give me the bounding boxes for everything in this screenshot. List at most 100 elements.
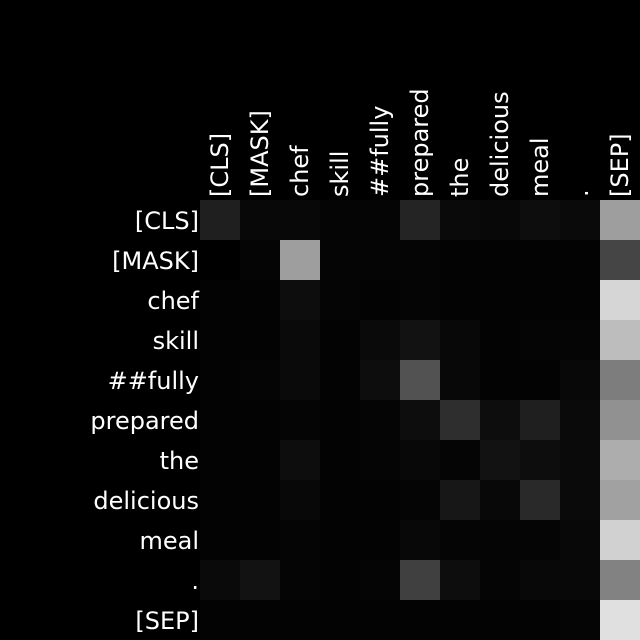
heatmap-cell	[360, 600, 400, 640]
heatmap-cell	[440, 400, 480, 440]
heatmap-cell	[440, 200, 480, 240]
heatmap-cell	[240, 560, 280, 600]
heatmap-cell	[360, 400, 400, 440]
heatmap-cell	[560, 320, 600, 360]
heatmap-cell	[520, 440, 560, 480]
heatmap-cell	[200, 520, 240, 560]
heatmap-cell	[320, 560, 360, 600]
x-tick-label: delicious	[486, 91, 514, 197]
heatmap-cell	[240, 520, 280, 560]
y-tick-label: .	[191, 567, 199, 595]
heatmap-cell	[320, 320, 360, 360]
y-tick-label: delicious	[93, 487, 199, 515]
y-tick-label: [SEP]	[135, 607, 199, 635]
heatmap-cell	[320, 440, 360, 480]
heatmap-cell	[440, 600, 480, 640]
heatmap-cell	[280, 360, 320, 400]
y-tick-label: skill	[153, 327, 199, 355]
heatmap-cell	[320, 240, 360, 280]
heatmap-cell	[360, 520, 400, 560]
x-tick-label: [SEP]	[606, 133, 634, 197]
heatmap-cell	[200, 200, 240, 240]
x-tick-label: chef	[286, 145, 314, 197]
heatmap-cell	[360, 240, 400, 280]
heatmap-cell	[360, 280, 400, 320]
heatmap-cell	[480, 280, 520, 320]
heatmap-cell	[440, 480, 480, 520]
heatmap-cell	[400, 240, 440, 280]
heatmap-cell	[240, 200, 280, 240]
heatmap-cell	[560, 440, 600, 480]
heatmap-cell	[240, 240, 280, 280]
x-tick-label: skill	[326, 151, 354, 197]
heatmap-cell	[320, 400, 360, 440]
heatmap-cell	[320, 480, 360, 520]
heatmap-cell	[360, 360, 400, 400]
heatmap-cell	[400, 520, 440, 560]
heatmap-cell	[520, 360, 560, 400]
heatmap-cell	[560, 360, 600, 400]
heatmap-cells	[200, 200, 640, 640]
heatmap-cell	[480, 320, 520, 360]
heatmap-cell	[520, 560, 560, 600]
heatmap-cell	[520, 280, 560, 320]
heatmap-cell	[360, 480, 400, 520]
heatmap-cell	[520, 520, 560, 560]
heatmap-cell	[280, 280, 320, 320]
heatmap-cell	[280, 240, 320, 280]
heatmap-cell	[360, 440, 400, 480]
heatmap-cell	[520, 200, 560, 240]
heatmap-cell	[600, 320, 640, 360]
heatmap-cell	[320, 600, 360, 640]
heatmap-cell	[400, 360, 440, 400]
heatmap-cell	[480, 200, 520, 240]
y-axis-tick-labels: [CLS] [MASK] chef skill ##fully prepared the de…	[90, 207, 199, 635]
heatmap-cell	[240, 320, 280, 360]
heatmap-cell	[560, 600, 600, 640]
y-tick-label: [MASK]	[112, 247, 199, 275]
heatmap-cell	[320, 520, 360, 560]
heatmap-cell	[520, 600, 560, 640]
heatmap-cell	[600, 600, 640, 640]
heatmap-cell	[560, 480, 600, 520]
y-tick-label: the	[160, 447, 199, 475]
heatmap-cell	[600, 520, 640, 560]
heatmap-cell	[240, 360, 280, 400]
heatmap-cell	[280, 480, 320, 520]
heatmap-cell	[400, 280, 440, 320]
heatmap-cell	[280, 520, 320, 560]
x-tick-label: [MASK]	[246, 110, 274, 197]
heatmap-cell	[520, 320, 560, 360]
x-axis-tick-labels: [CLS] [MASK] chef skill ##fully prepared the de…	[206, 88, 634, 197]
heatmap-cell	[320, 280, 360, 320]
heatmap-cell	[560, 240, 600, 280]
heatmap-cell	[600, 440, 640, 480]
heatmap-cell	[400, 560, 440, 600]
heatmap-cell	[200, 600, 240, 640]
heatmap-cell	[240, 440, 280, 480]
y-tick-label: prepared	[90, 407, 199, 435]
heatmap-cell	[520, 480, 560, 520]
heatmap-cell	[200, 280, 240, 320]
heatmap-cell	[360, 320, 400, 360]
heatmap-cell	[440, 280, 480, 320]
x-tick-label: .	[566, 189, 594, 197]
heatmap-cell	[280, 560, 320, 600]
heatmap-cell	[560, 400, 600, 440]
heatmap-cell	[440, 440, 480, 480]
y-tick-label: meal	[139, 527, 199, 555]
heatmap-cell	[280, 400, 320, 440]
heatmap-cell	[600, 240, 640, 280]
heatmap-cell	[560, 280, 600, 320]
heatmap-cell	[520, 400, 560, 440]
heatmap-cell	[560, 560, 600, 600]
heatmap-cell	[600, 560, 640, 600]
heatmap-cell	[280, 200, 320, 240]
heatmap-cell	[480, 240, 520, 280]
heatmap-cell	[320, 360, 360, 400]
heatmap-cell	[480, 600, 520, 640]
heatmap-cell	[560, 520, 600, 560]
heatmap-cell	[440, 320, 480, 360]
heatmap-cell	[480, 400, 520, 440]
heatmap-cell	[200, 240, 240, 280]
